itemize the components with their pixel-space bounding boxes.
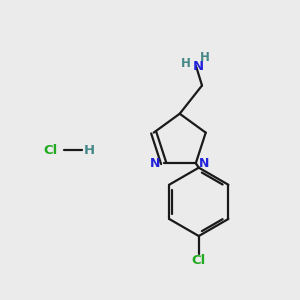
- Text: H: H: [83, 143, 94, 157]
- Text: N: N: [150, 157, 160, 170]
- Text: H: H: [200, 51, 210, 64]
- Text: Cl: Cl: [43, 143, 58, 157]
- Text: N: N: [193, 60, 204, 73]
- Text: Cl: Cl: [192, 254, 206, 267]
- Text: H: H: [181, 57, 190, 70]
- Text: N: N: [199, 157, 209, 170]
